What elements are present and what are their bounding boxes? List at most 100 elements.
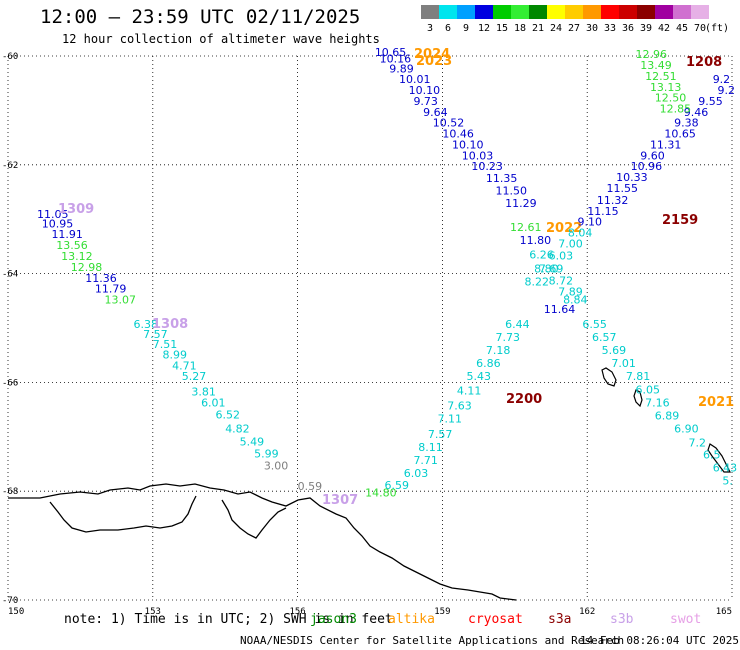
scale-swatch [619, 5, 637, 19]
wave-height-value: 3.81 [191, 385, 216, 398]
wave-height-value: 6.52 [216, 408, 241, 421]
track-time-label: 1208 [686, 55, 722, 70]
legend-sat-cryosat: cryosat [468, 612, 523, 627]
scale-swatch [457, 5, 475, 19]
wave-height-value: 9.60 [640, 149, 665, 162]
wave-height-value: 9.64 [423, 106, 448, 119]
wave-height-value: 8.11 [418, 441, 443, 454]
wave-height-value: 11.64 [544, 303, 576, 316]
wave-height-value: 10.65 [664, 128, 696, 141]
wave-height-value: 11.36 [85, 272, 117, 285]
wave-height-value: 9.89 [389, 62, 414, 75]
wave-height-value: 10.96 [631, 160, 663, 173]
wave-height-value: 10.10 [409, 84, 441, 97]
scale-tick-label: 21 [531, 23, 545, 34]
island-3 [707, 443, 731, 473]
scale-swatch [583, 5, 601, 19]
wave-height-value: 6.03 [549, 249, 574, 262]
scale-swatch [691, 5, 709, 19]
wave-height-value: 7.11 [438, 413, 463, 426]
wave-height-value: 7.81 [626, 370, 651, 383]
lon-tick-label: 159 [434, 607, 450, 617]
lon-tick-label: 165 [716, 607, 732, 617]
wave-height-value: 13.12 [61, 250, 93, 263]
coastline-inlet [221, 499, 287, 539]
wave-height-value: 6.90 [674, 422, 699, 435]
lon-tick-label: 156 [289, 607, 305, 617]
wave-height-value: 5.99 [254, 447, 279, 460]
wave-height-value: 7.51 [153, 338, 178, 351]
wave-height-value: 8.72 [549, 274, 574, 287]
wave-height-value: 6.01 [201, 396, 226, 409]
scale-swatch [601, 5, 619, 19]
wave-height-value: 11.32 [597, 194, 629, 207]
wave-height-value: 7.18 [486, 344, 511, 357]
lat-tick-label: -70 [2, 596, 18, 606]
scale-tick-label: 15 [495, 23, 509, 34]
wave-height-value: 10.46 [442, 128, 474, 141]
scale-swatch [655, 5, 673, 19]
wave-height-value: 11.15 [587, 205, 619, 218]
wave-height-value: 11.55 [607, 182, 639, 195]
scale-tick-label: 18 [513, 23, 527, 34]
scale-swatch [565, 5, 583, 19]
scale-tick-label: 30 [585, 23, 599, 34]
scale-swatch [529, 5, 547, 19]
wave-height-value: 7.71 [413, 454, 438, 467]
legend-sat-jason3: jason3 [310, 612, 357, 627]
wave-height-value: 13.56 [56, 239, 87, 252]
wave-height-value: 6.03 [404, 467, 429, 480]
wave-height-value: 10.52 [433, 117, 465, 130]
track-time-label: 1309 [58, 202, 94, 217]
wave-height-value: 12.96 [635, 48, 667, 61]
wave-height-value: 12.50 [655, 92, 687, 105]
wave-height-value: 8.84 [563, 294, 588, 307]
scale-tick-label: 42 [657, 23, 671, 34]
track-time-label: 1308 [152, 317, 188, 332]
wave-height-value: 7.2 [689, 437, 707, 450]
wave-height-value: 4.11 [457, 384, 482, 397]
note-text: note: 1) Time is in UTC; 2) SWH is in fe… [64, 612, 393, 627]
page-subtitle: 12 hour collection of altimeter wave hei… [62, 32, 380, 46]
note-row: note: 1) Time is in UTC; 2) SWH is in fe… [0, 612, 740, 630]
wave-height-value: 5.49 [240, 436, 265, 449]
wave-height-value: 6.5 [703, 449, 721, 462]
lat-tick-label: -66 [2, 378, 18, 388]
scale-tick-label: 6 [444, 23, 452, 34]
lon-tick-label: 162 [579, 607, 595, 617]
scale-tick-label: 9 [462, 23, 470, 34]
wave-height-value: 11.91 [51, 228, 83, 241]
legend-sat-s3b: s3b [610, 612, 634, 627]
wave-height-value: 4.71 [172, 359, 197, 372]
wave-height-value: 12.98 [71, 261, 103, 274]
graticule [7, 55, 733, 601]
wave-height-value: 6.44 [505, 318, 530, 331]
scale-tick-label: 45 [675, 23, 689, 34]
wave-height-value: 6.43 [713, 462, 738, 475]
island-1 [601, 367, 617, 387]
wave-height-value: 9.38 [674, 117, 699, 130]
wave-height-value: 10.03 [462, 149, 494, 162]
wave-height-value: 6.89 [655, 409, 680, 422]
wave-height-value: 10.23 [471, 160, 503, 173]
track-time-label: 2024 [414, 47, 450, 62]
wave-height-value: 9.10 [578, 216, 603, 229]
scale-tick-label: 24 [549, 23, 563, 34]
wave-height-value: 5.69 [602, 344, 627, 357]
island-2 [633, 389, 643, 408]
wave-height-value: 12.61 [510, 221, 542, 234]
track-time-label: 2200 [506, 392, 542, 407]
wave-height-value: 10.95 [42, 217, 74, 230]
wave-height-value: 11.05 [37, 208, 69, 221]
lat-tick-label: -68 [2, 487, 18, 497]
satellite-tracks: 11.0510.9511.9113.5613.1212.9811.3611.79… [37, 46, 737, 508]
wave-height-value: 6.38 [133, 318, 158, 331]
wave-height-value: 11.50 [495, 185, 527, 198]
scale-tick-label: 3 [426, 23, 434, 34]
wave-height-value: 6.26 [529, 248, 554, 261]
legend-sat-s3a: s3a [548, 612, 572, 627]
scale-tick-label: 70 [693, 23, 707, 34]
wave-height-value: 10.01 [399, 73, 431, 86]
track-time-label: 2021 [698, 395, 734, 410]
